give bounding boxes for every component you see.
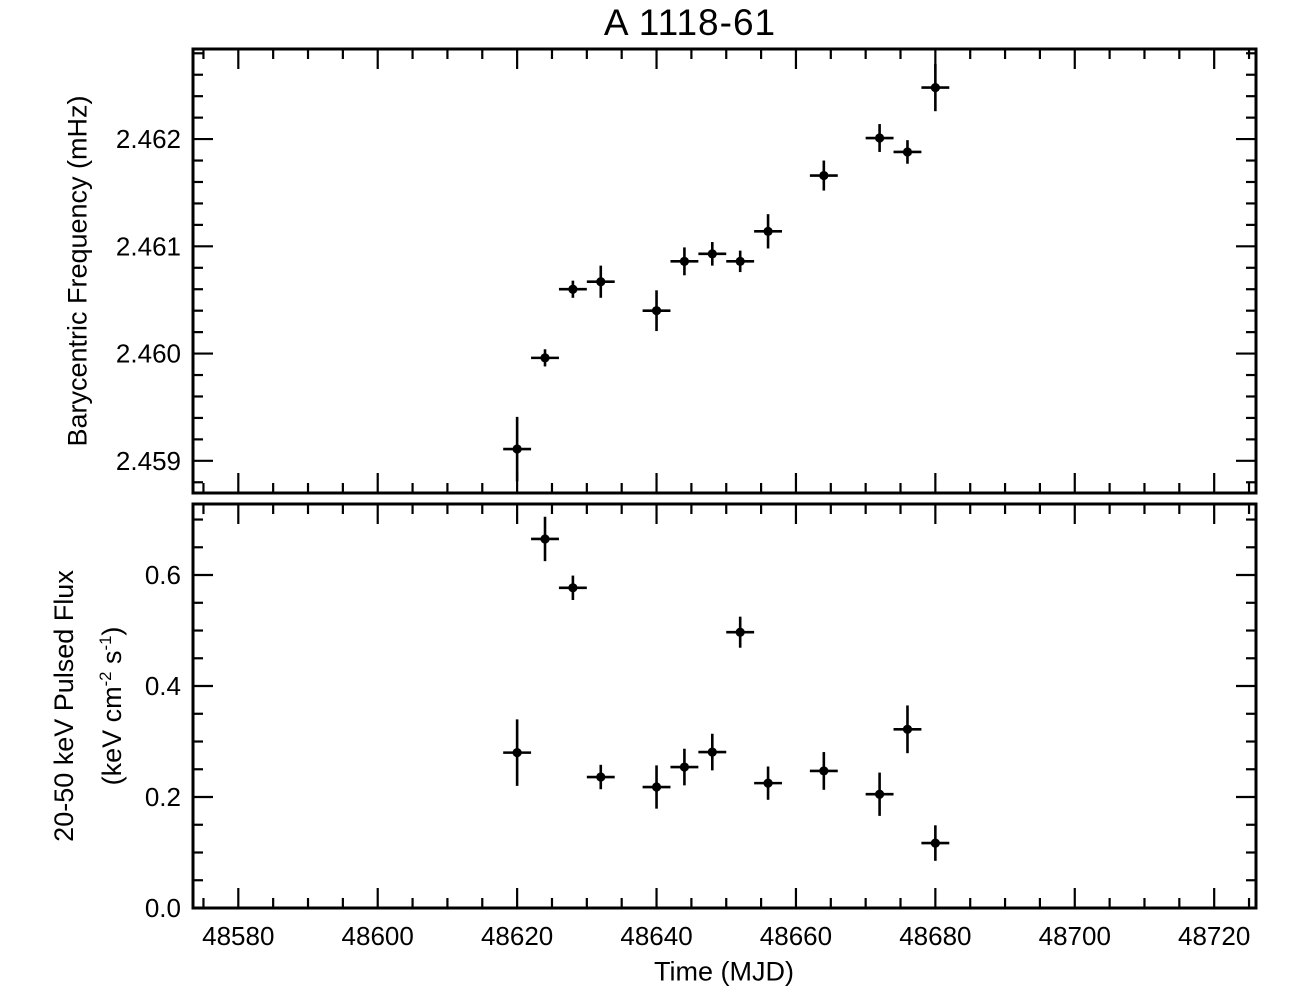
data-point (726, 250, 755, 273)
y-tick-label: 0.4 (145, 671, 181, 701)
data-point (670, 247, 699, 276)
x-tick-label: 48680 (899, 921, 971, 951)
x-tick-label: 48720 (1178, 921, 1250, 951)
data-point (670, 748, 699, 786)
y-tick-label: 2.460 (116, 339, 181, 369)
data-point (531, 349, 559, 367)
data-marker (540, 534, 550, 544)
data-point (893, 140, 922, 164)
y-axis-label-top: Barycentric Frequency (mHz) (62, 95, 93, 447)
data-marker (707, 747, 717, 757)
data-marker (679, 256, 690, 266)
data-marker (568, 583, 578, 593)
data-point (586, 764, 615, 790)
x-tick-label: 48660 (760, 921, 832, 951)
x-axis-label: Time (MJD) (654, 956, 794, 987)
data-point (698, 733, 727, 771)
y-axis-label-bottom-line1: 20-50 keV Pulsed Flux (49, 570, 79, 842)
data-point (642, 290, 671, 332)
data-point (503, 416, 532, 482)
data-point (865, 772, 894, 816)
data-point (921, 825, 950, 861)
data-marker (596, 277, 606, 287)
panel-frame (191, 47, 1258, 495)
data-point (754, 214, 783, 249)
data-marker (735, 627, 745, 637)
data-marker (651, 782, 662, 792)
data-marker (930, 83, 940, 93)
y-tick-label: 0.2 (145, 782, 181, 812)
data-marker (512, 748, 522, 758)
data-marker (596, 772, 606, 782)
data-point (893, 705, 922, 754)
panel-bottom: 0.0 0.2 0.4 0.6 48580 48600 48620 48640 48660 486… (145, 502, 1258, 951)
data-marker (735, 256, 745, 266)
data-marker (930, 838, 940, 848)
data-point (503, 719, 532, 786)
data-marker (679, 762, 690, 772)
data-point (531, 516, 559, 562)
data-marker (763, 778, 773, 788)
y-axis-label-bottom: 20-50 keV Pulsed Flux (keV cm-2 s-1) (43, 570, 133, 842)
x-tick-label: 48580 (202, 921, 274, 951)
data-marker (819, 766, 829, 776)
y-axis-label-bottom-line2: (keV cm-2 s-1) (96, 626, 127, 786)
x-tick-label: 48600 (342, 921, 414, 951)
data-marker (568, 284, 578, 294)
x-tick-label: 48620 (481, 921, 553, 951)
y-tick-label: 0.0 (145, 893, 181, 923)
data-point (809, 752, 838, 790)
data-marker (902, 147, 913, 157)
data-point (558, 575, 587, 601)
data-marker (763, 226, 773, 236)
y-tick-label: 2.459 (116, 446, 181, 476)
data-point (754, 766, 783, 800)
y-tick-label: 0.6 (145, 560, 181, 590)
data-marker (819, 170, 829, 181)
x-tick-label: 48700 (1039, 921, 1111, 951)
chart-title: A 1118-61 (603, 2, 777, 43)
x-tick-label: 48640 (620, 921, 692, 951)
y-tick-label: 2.461 (116, 231, 181, 261)
data-marker (874, 789, 885, 799)
data-point (698, 242, 727, 266)
data-point (558, 280, 587, 298)
y-tick-label: 2.462 (116, 124, 181, 154)
data-marker (540, 353, 550, 363)
data-point (586, 265, 615, 298)
panel-top: 2.459 2.460 2.461 2.462 (116, 47, 1258, 495)
data-marker (512, 444, 522, 454)
data-point (726, 616, 755, 648)
data-marker (651, 306, 662, 316)
data-point (865, 124, 894, 152)
data-marker (902, 724, 913, 734)
data-marker (707, 249, 717, 259)
panel-frame (191, 502, 1258, 910)
data-point (642, 765, 671, 809)
data-marker (874, 133, 885, 143)
data-point (809, 160, 838, 191)
data-point (921, 64, 950, 112)
